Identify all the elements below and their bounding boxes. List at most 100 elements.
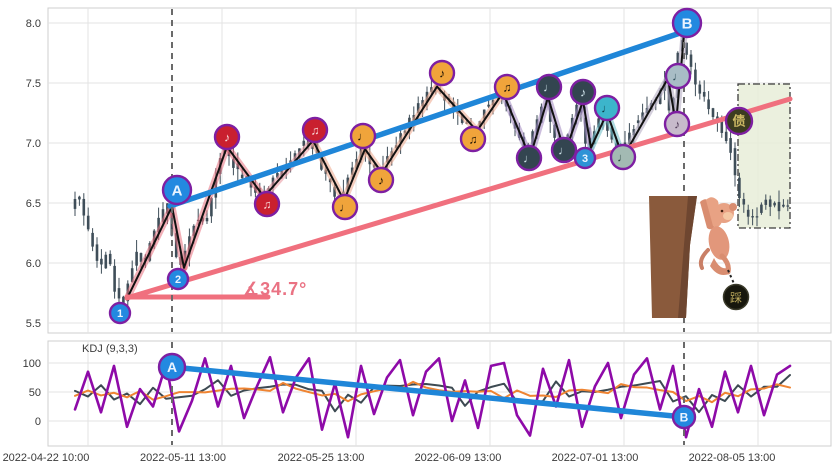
note-circle[interactable] <box>301 116 329 144</box>
marker-note[interactable]: ♫ <box>253 190 281 218</box>
note-circle[interactable] <box>349 122 377 150</box>
coin-label: 债 <box>732 114 745 129</box>
kdj-point-a-circle[interactable] <box>157 352 187 382</box>
kdj-ab-trendline[interactable] <box>169 364 687 420</box>
marker-note[interactable]: ♩ <box>331 193 359 221</box>
marker-wave-1[interactable]: 1 <box>108 301 132 325</box>
candle-body <box>122 296 125 305</box>
note-circle[interactable] <box>535 73 563 101</box>
note-label: ♫ <box>469 132 478 146</box>
kdj-point-a-label: A <box>167 359 177 375</box>
marker-kdj-point-a[interactable]: A <box>157 352 187 382</box>
candle-body <box>733 148 737 176</box>
candle-body <box>86 215 90 230</box>
marker-point-b[interactable]: B <box>671 7 703 39</box>
note-circle[interactable] <box>515 144 543 172</box>
marker-note[interactable]: ♪ <box>213 123 241 151</box>
candle-body <box>768 199 772 207</box>
note-circle[interactable] <box>493 73 521 101</box>
note-label: ♩ <box>617 150 629 164</box>
candle-body <box>139 253 143 262</box>
candle-body <box>742 198 746 205</box>
kdj-point-b-label: B <box>680 410 689 424</box>
weight-ball-label: 踩 <box>730 291 742 305</box>
note-circle[interactable] <box>663 110 691 138</box>
marker-note[interactable]: ♩ <box>609 143 637 171</box>
note-circle[interactable] <box>459 125 487 153</box>
marker-note[interactable]: ♪ <box>428 59 456 87</box>
wave-3-circle[interactable] <box>573 146 597 170</box>
note-circle[interactable] <box>593 94 621 122</box>
marker-note[interactable]: ♪ <box>663 110 691 138</box>
monkey-body <box>708 226 730 260</box>
coin-circle[interactable] <box>724 106 754 136</box>
candle-body <box>782 204 785 207</box>
x-axis-tick-label: 2022-06-09 13:00 <box>415 452 502 464</box>
candle-body <box>302 140 306 146</box>
x-axis-tick-label: 2022-05-25 13:00 <box>278 452 365 464</box>
candle-body <box>210 198 213 217</box>
candle-body <box>135 251 138 266</box>
candle-body <box>786 205 790 207</box>
candle-body <box>628 132 631 145</box>
marker-note[interactable]: ♩ <box>515 144 543 172</box>
note-label: ♪ <box>224 130 230 144</box>
note-label: ♪ <box>674 117 680 131</box>
x-axis-tick-label: 2022-05-11 13:00 <box>140 452 226 464</box>
y-axis-tick-label: 5.5 <box>26 318 41 330</box>
candle-body <box>724 131 728 142</box>
candle-body <box>100 258 103 265</box>
wave-2-circle[interactable] <box>166 267 190 291</box>
point-b-circle[interactable] <box>671 7 703 39</box>
marker-note[interactable]: ♩ <box>664 62 692 90</box>
marker-note[interactable]: ♩ <box>550 136 578 164</box>
wave-3-label: 3 <box>582 153 588 165</box>
ab-trendline[interactable] <box>167 28 689 209</box>
candle-body <box>240 174 244 179</box>
candle-body <box>333 186 336 197</box>
candle-body <box>91 232 94 247</box>
note-circle[interactable] <box>664 62 692 90</box>
note-circle[interactable] <box>428 59 456 87</box>
marker-note[interactable]: ♫ <box>301 116 329 144</box>
note-circle[interactable] <box>609 143 637 171</box>
marker-note[interactable]: ♫ <box>459 125 487 153</box>
wave-1-circle[interactable] <box>108 301 132 325</box>
candle-body <box>487 104 490 107</box>
weight-ball[interactable] <box>722 283 750 311</box>
note-circle[interactable] <box>331 193 359 221</box>
marker-note[interactable]: ♪ <box>367 166 395 194</box>
candle-body <box>694 69 697 85</box>
note-circle[interactable] <box>253 190 281 218</box>
zigzag-line[interactable] <box>127 34 685 298</box>
note-circle[interactable] <box>367 166 395 194</box>
candle-body <box>746 209 750 217</box>
candle-body <box>482 109 486 119</box>
x-axis-tick-label: 2022-04-22 10:00 <box>3 452 90 464</box>
marker-note[interactable]: ♫ <box>493 73 521 101</box>
note-circle[interactable] <box>213 123 241 151</box>
kdj-point-b-circle[interactable] <box>671 404 697 430</box>
marker-note[interactable]: ♩ <box>535 73 563 101</box>
note-circle[interactable] <box>550 136 578 164</box>
candle-body <box>104 254 108 269</box>
candle-body <box>73 198 77 209</box>
candle-body <box>636 120 640 124</box>
marker-note[interactable]: ♩ <box>593 94 621 122</box>
note-circle[interactable] <box>569 78 597 106</box>
marker-coin[interactable]: 债 <box>724 106 754 136</box>
marker-note[interactable]: ♩ <box>349 122 377 150</box>
marker-wave-2[interactable]: 2 <box>166 267 190 291</box>
point-a-circle[interactable] <box>161 174 193 206</box>
candle-body <box>777 201 781 212</box>
marker-wave-3[interactable]: 3 <box>573 146 597 170</box>
candle-body <box>108 253 112 265</box>
note-label: ♪ <box>439 66 445 80</box>
note-label: ♪ <box>378 173 384 187</box>
marker-kdj-point-b[interactable]: B <box>671 404 697 430</box>
marker-point-a[interactable]: A <box>161 174 193 206</box>
y-axis-tick-label: 7.5 <box>26 78 41 90</box>
marker-note[interactable]: ♪ <box>569 78 597 106</box>
candle-body <box>755 216 759 218</box>
candle-body <box>78 196 81 200</box>
